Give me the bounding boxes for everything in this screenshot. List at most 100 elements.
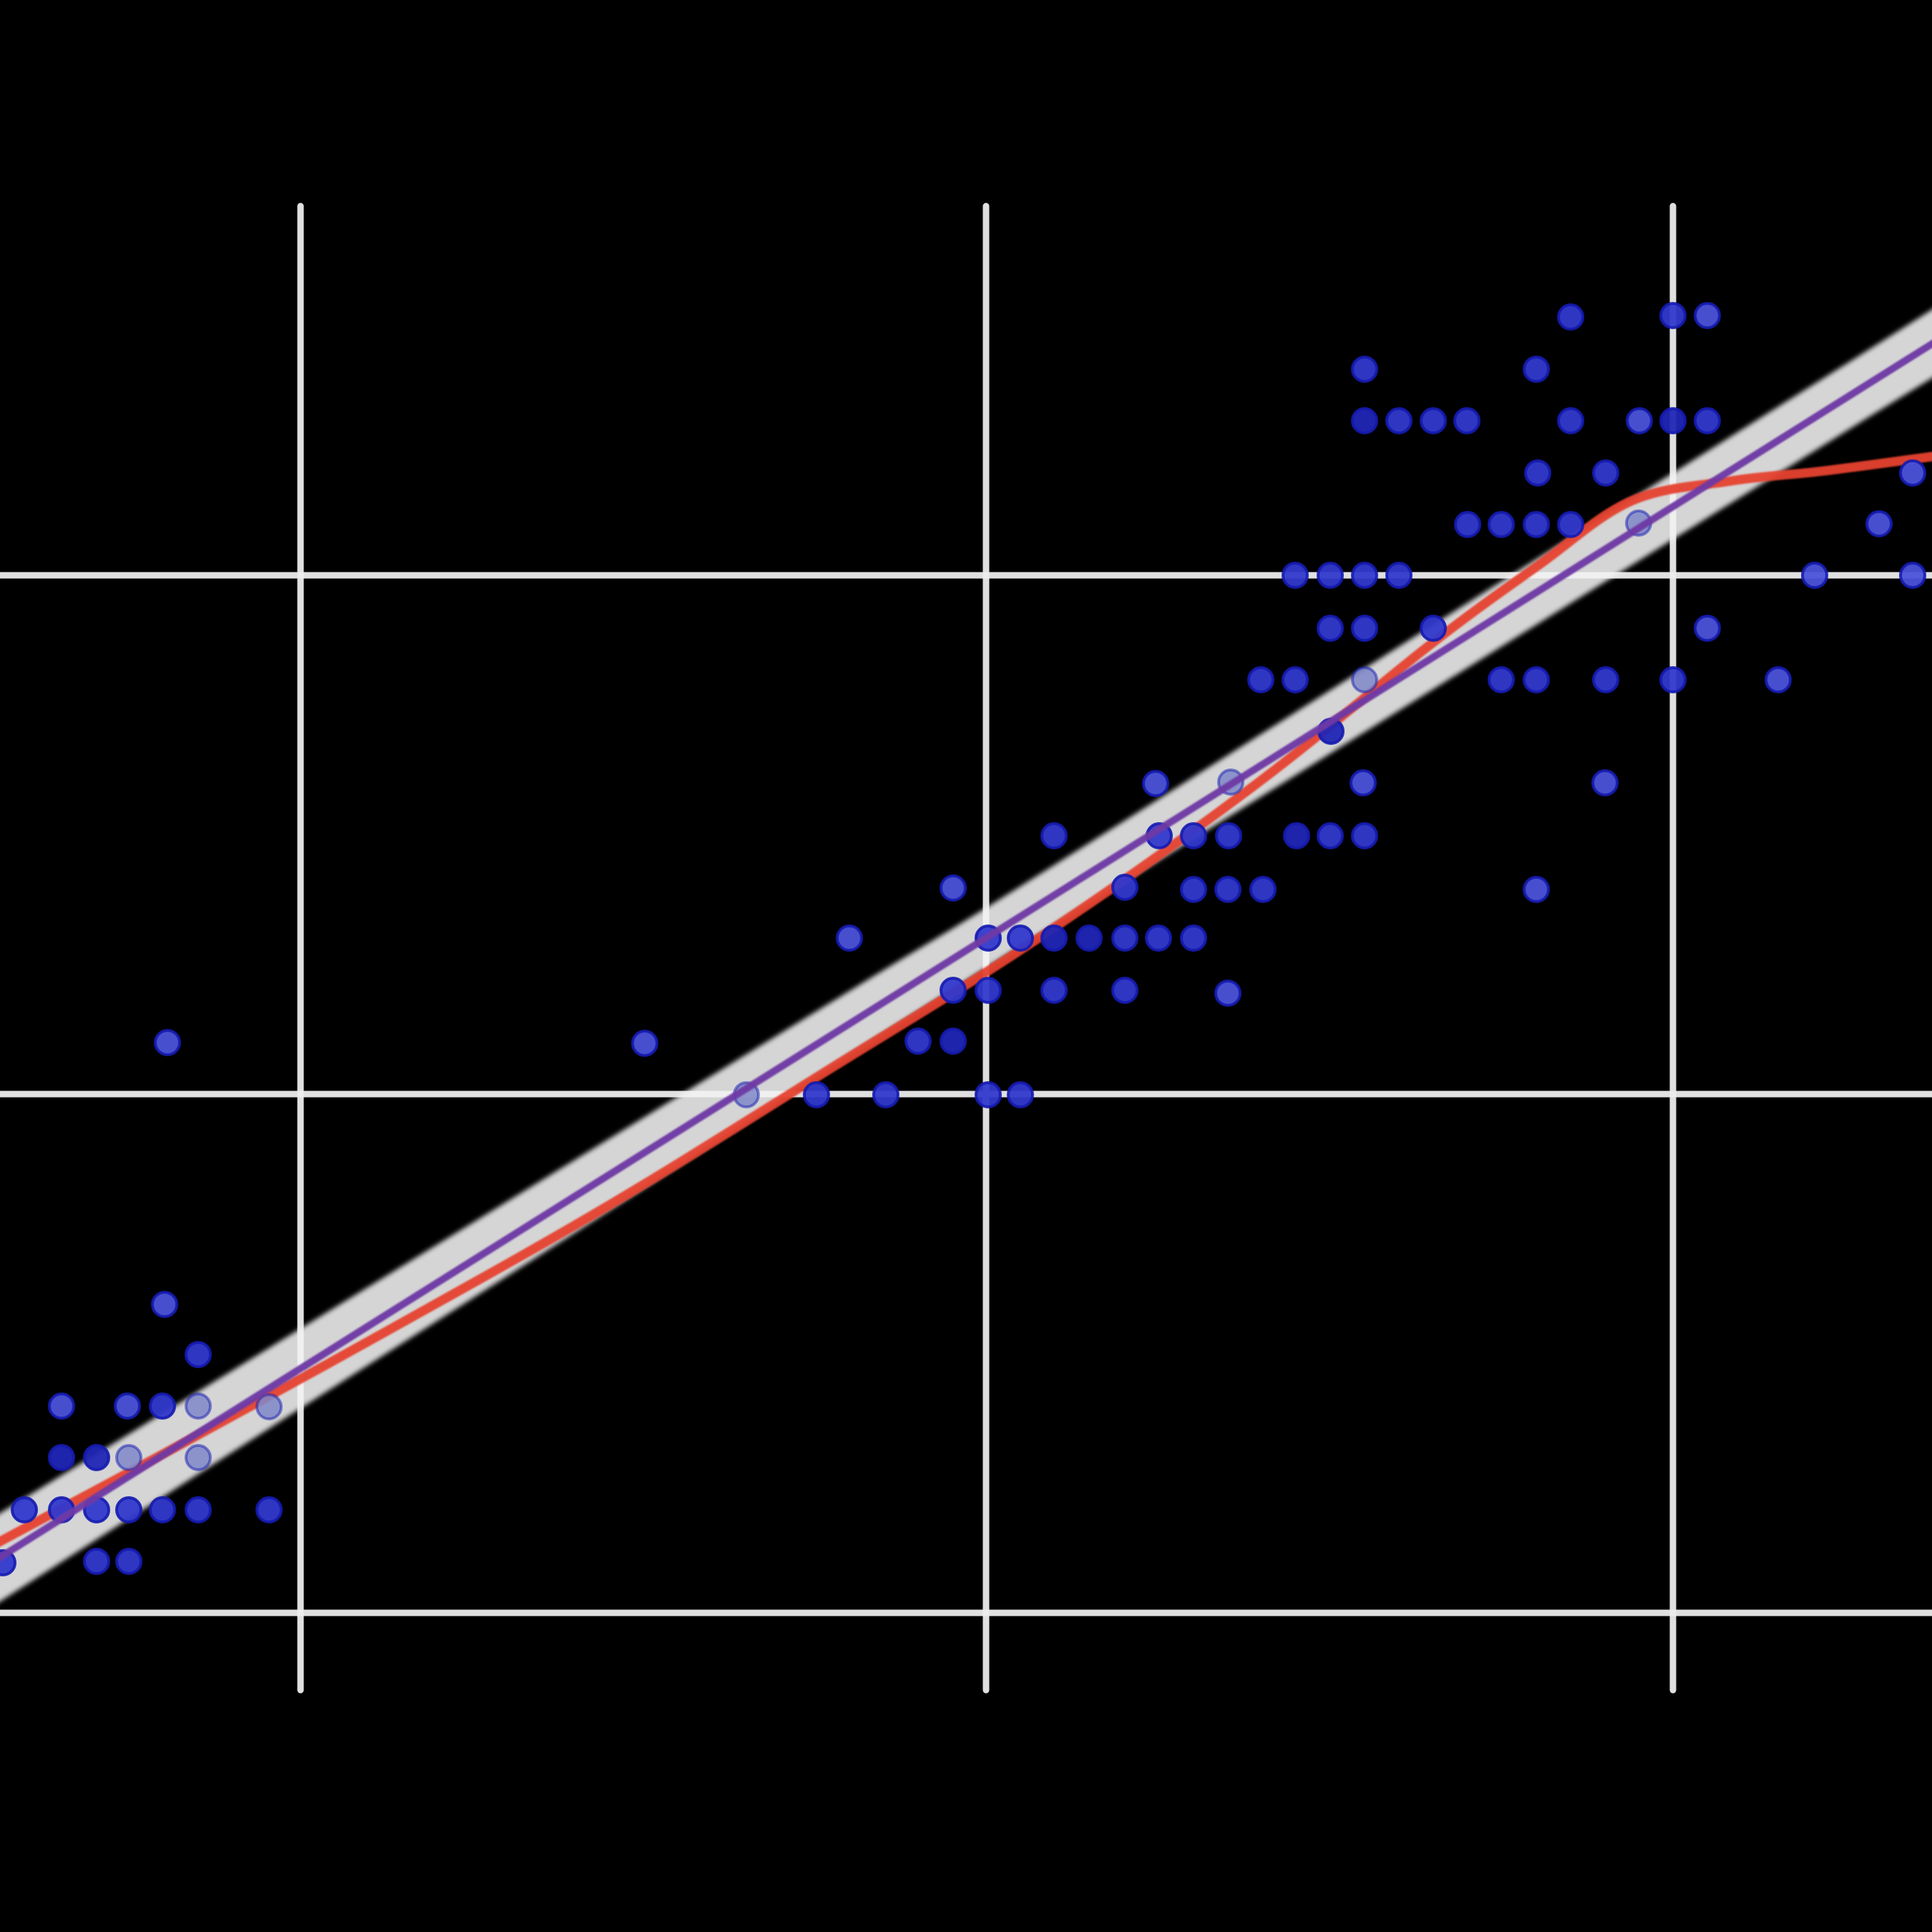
scatter-point <box>114 1392 141 1420</box>
scatter-point <box>1282 666 1309 693</box>
scatter-point <box>1899 459 1926 487</box>
scatter-point <box>1557 303 1584 331</box>
scatter-point <box>1075 924 1103 952</box>
scatter-point <box>1283 822 1310 849</box>
scatter-point <box>1659 302 1687 329</box>
scatter-point <box>1007 1081 1034 1108</box>
scatter-point <box>1557 511 1584 538</box>
scatter-point <box>1488 511 1515 538</box>
scatter-point <box>1524 459 1551 487</box>
scatter-point <box>1765 666 1792 693</box>
linear-fit-path <box>0 339 1932 1562</box>
scatter-point <box>255 1496 283 1523</box>
scatter-point <box>151 1291 178 1318</box>
scatter-point <box>836 924 863 952</box>
scatter-point <box>83 1444 110 1471</box>
scatter-point <box>1453 407 1480 434</box>
scatter-point <box>185 1444 212 1471</box>
scatter-point <box>1865 510 1893 537</box>
scatter-point <box>1592 459 1619 487</box>
scatter-point <box>1007 924 1034 952</box>
scatter-point <box>1557 407 1584 434</box>
scatter-point <box>1523 356 1550 383</box>
scatter-point <box>1180 924 1207 952</box>
scatter-point <box>631 1030 658 1057</box>
scatter-point <box>1111 977 1138 1004</box>
scatter-point <box>1488 666 1515 693</box>
scatter-point <box>940 874 967 902</box>
scatter-point <box>1694 407 1721 434</box>
scatter-point <box>1351 822 1378 849</box>
scatter-point <box>1694 302 1721 329</box>
scatter-point <box>1040 977 1068 1004</box>
scatter-points <box>0 302 1926 1576</box>
scatter-point <box>1040 822 1068 849</box>
scatter-point <box>1351 407 1378 434</box>
scatter-point <box>154 1029 181 1056</box>
scatter-point <box>940 1028 967 1055</box>
scatter-point <box>1626 407 1653 434</box>
scatter-point <box>1351 615 1378 642</box>
scatter-point <box>1247 666 1274 693</box>
scatter-point <box>115 1548 142 1575</box>
scatter-point <box>1385 562 1413 589</box>
scatter-point <box>1385 407 1413 434</box>
scatter-point <box>255 1393 283 1420</box>
scatter-point <box>185 1392 212 1420</box>
scatter-point <box>1420 615 1447 642</box>
scatter-point <box>1142 770 1169 797</box>
scatter-point <box>1351 562 1378 589</box>
scatter-point <box>803 1081 830 1108</box>
scatter-point <box>1659 666 1687 693</box>
scatter-point <box>1592 666 1619 693</box>
scatter-point <box>1801 562 1828 589</box>
scatter-point <box>1523 666 1550 693</box>
scatter-point <box>48 1444 75 1471</box>
scatter-point <box>1351 666 1378 693</box>
scatter-point <box>1351 356 1378 383</box>
scatter-point <box>149 1496 176 1523</box>
smooth-fit-path <box>0 452 1932 1547</box>
scatter-point <box>1694 615 1721 642</box>
scatter-point <box>1180 822 1207 849</box>
scatter-point <box>1523 511 1550 538</box>
scatter-point <box>975 1081 1002 1108</box>
scatter-point <box>1040 924 1068 952</box>
scatter-point <box>1317 615 1344 642</box>
scatter-point <box>1659 407 1687 434</box>
linear-fit-line <box>0 339 1932 1562</box>
scatter-point <box>1145 924 1172 952</box>
smooth-fit-curve <box>0 452 1932 1547</box>
scatter-point <box>83 1548 110 1575</box>
scatter-point <box>1282 562 1309 589</box>
scatter-point <box>1591 769 1619 796</box>
scatter-point <box>11 1496 38 1523</box>
gridlines <box>0 203 1932 1694</box>
scatter-point <box>975 977 1002 1004</box>
scatter-point <box>872 1081 899 1108</box>
scatter-point <box>1317 822 1344 849</box>
scatter-point <box>1214 876 1241 903</box>
scatter-point <box>940 977 967 1004</box>
scatter-point <box>1317 562 1344 589</box>
scatter-point <box>115 1444 142 1471</box>
scatter-point <box>1249 876 1277 903</box>
scatter-point <box>1523 876 1550 903</box>
scatter-point <box>904 1028 932 1055</box>
scatter-point <box>1420 407 1447 434</box>
scatter-point <box>115 1496 142 1523</box>
scatter-point <box>1215 822 1242 849</box>
scatter-point <box>1111 874 1138 901</box>
scatter-point <box>185 1341 212 1368</box>
scatter-point <box>1214 980 1241 1007</box>
scatter-point <box>1180 876 1207 903</box>
scatter-point <box>1350 769 1377 796</box>
scatter-point <box>1899 562 1926 589</box>
scatter-point <box>149 1392 176 1420</box>
scatter-point <box>185 1496 212 1523</box>
scatter-point <box>48 1392 75 1420</box>
scatter-point <box>1454 511 1481 538</box>
scatter-point <box>1111 924 1138 952</box>
